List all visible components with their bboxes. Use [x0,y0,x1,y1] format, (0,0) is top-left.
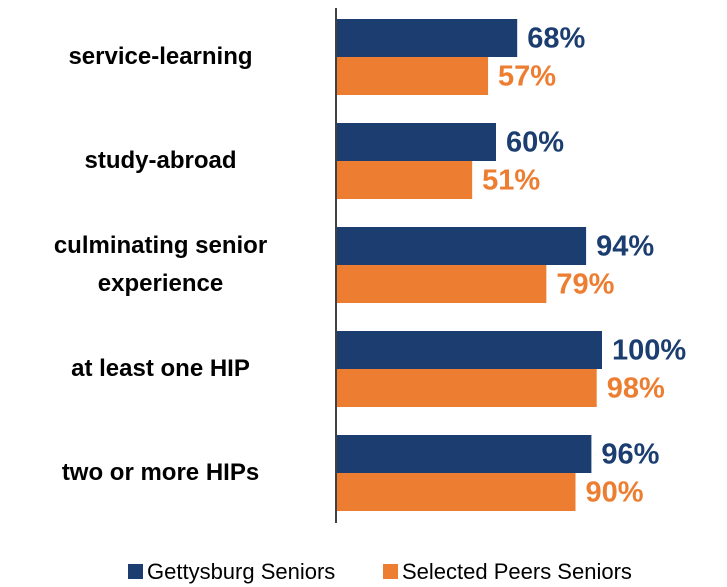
bar [337,57,489,95]
bar [337,435,592,473]
bar [337,161,473,199]
value-label: 100% [612,335,686,367]
category-label: service-learning [68,43,253,70]
legend-swatch [128,564,143,579]
bar [337,473,576,511]
legend-label: Gettysburg Seniors [147,559,335,584]
category-label: at least one HIP [71,355,250,382]
legend-swatch [383,564,398,579]
value-label: 94% [596,231,654,263]
category-label: study-abroad [84,147,237,174]
value-label: 68% [527,23,585,55]
value-label: 60% [506,127,564,159]
value-label: 51% [482,165,540,197]
value-label: 96% [601,439,659,471]
value-label: 98% [607,373,665,405]
category-label: two or more HIPs [61,459,260,486]
value-label: 79% [556,269,614,301]
bar [337,227,587,265]
bar [337,265,547,303]
bar [337,369,597,407]
value-label: 90% [586,477,644,509]
legend-label: Selected Peers Seniors [402,559,632,584]
bar [337,123,496,161]
value-label: 57% [498,61,556,93]
category-label: culminating senior experience [53,232,268,297]
bar [337,19,518,57]
bar [337,331,602,369]
